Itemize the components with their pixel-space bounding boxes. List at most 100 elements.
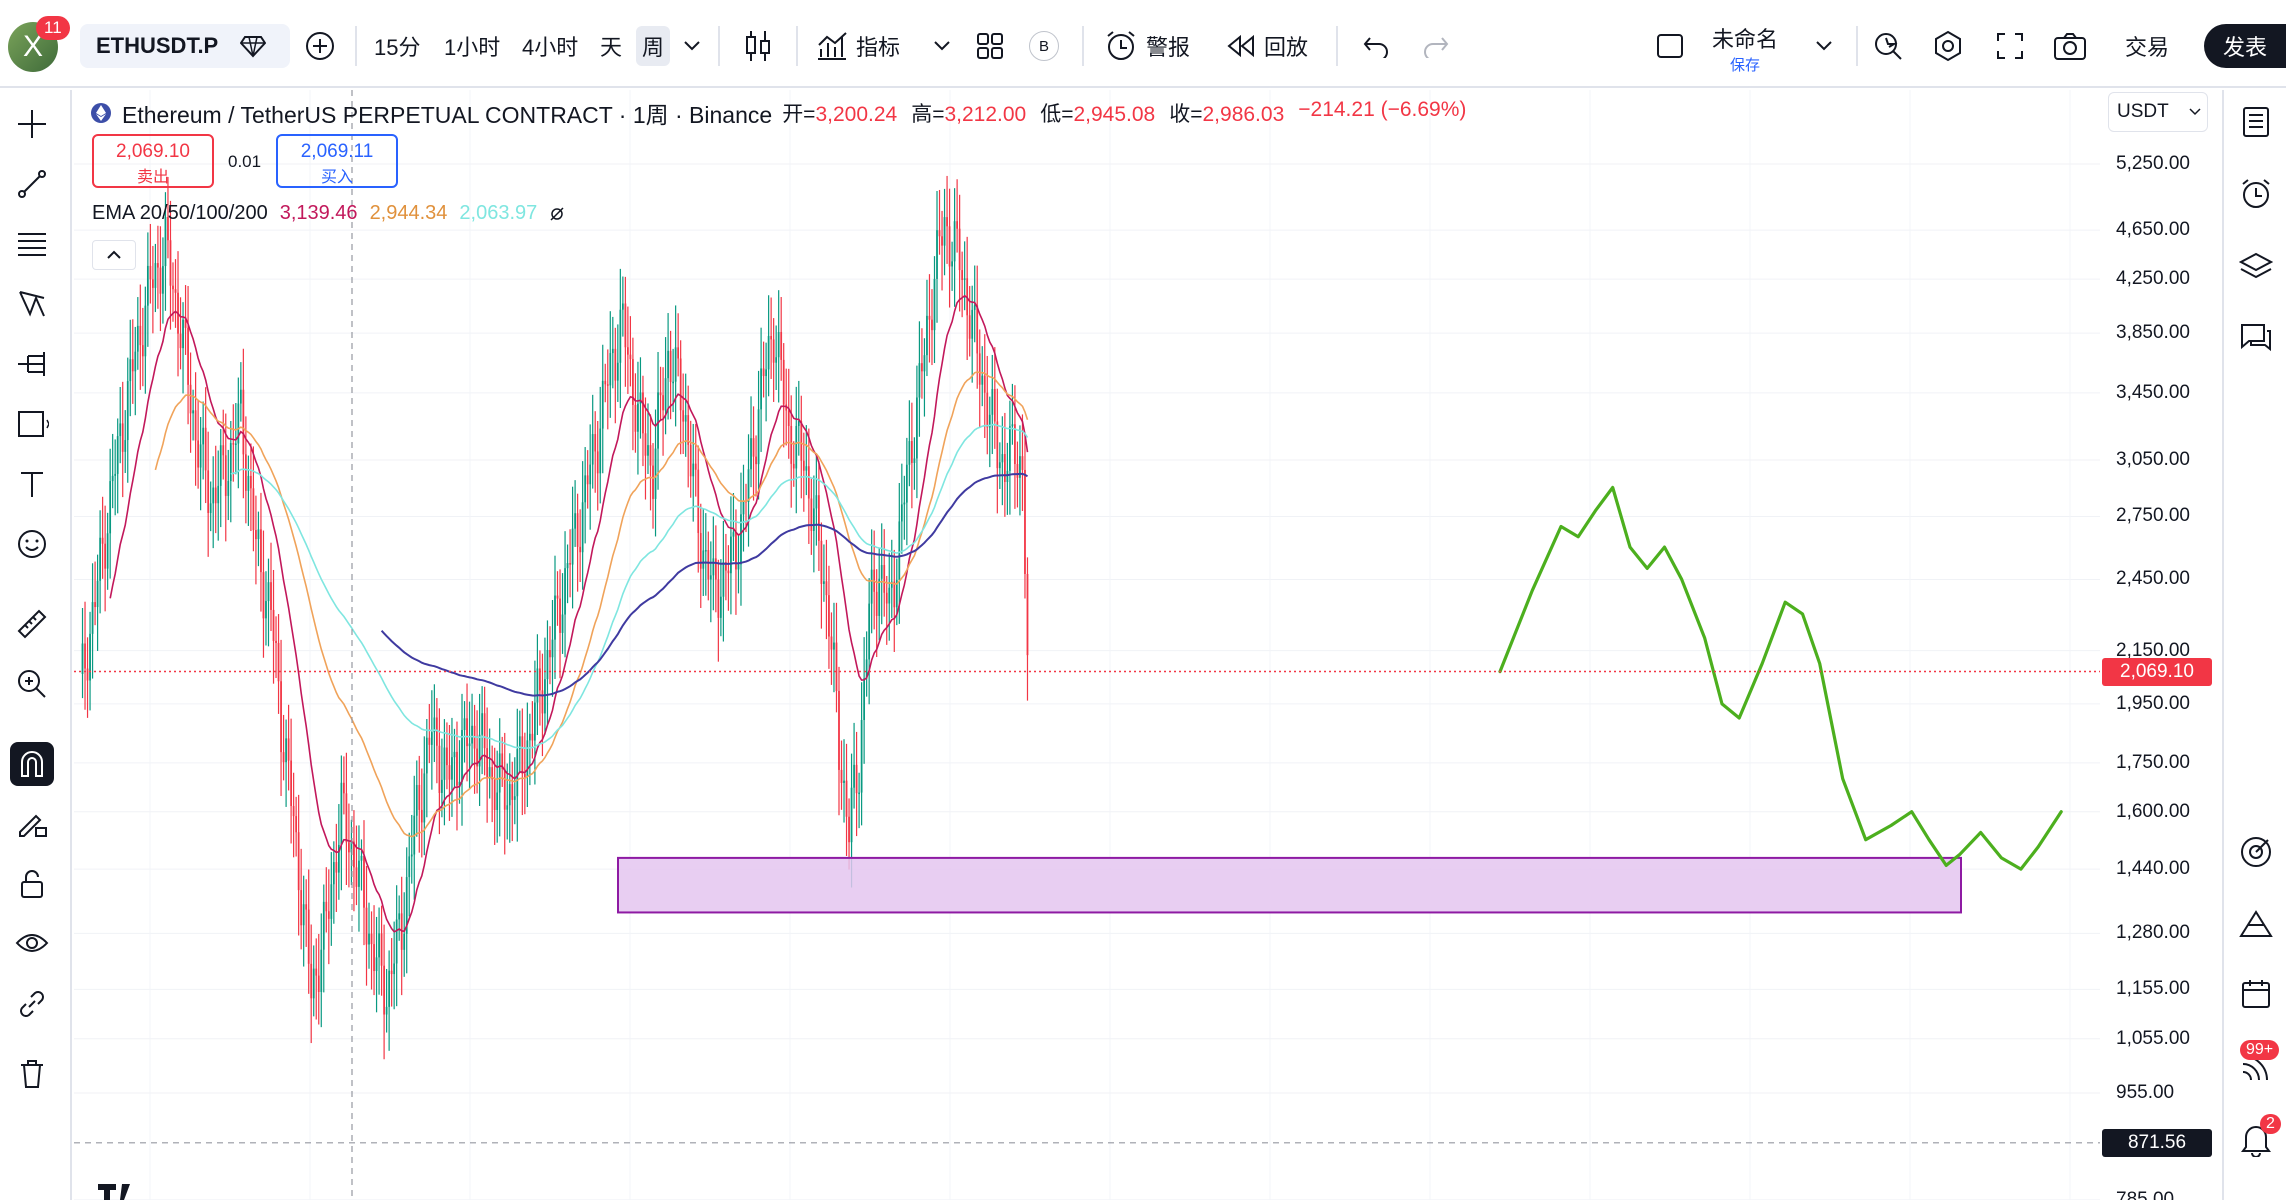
candle-body bbox=[682, 410, 685, 422]
prediction-tool[interactable] bbox=[10, 342, 54, 386]
fib-tool[interactable] bbox=[10, 222, 54, 266]
projection-path bbox=[1498, 485, 2063, 871]
indicators-button[interactable]: 指标 bbox=[816, 26, 900, 66]
ruler-tool[interactable] bbox=[10, 602, 54, 646]
object-tree-button[interactable] bbox=[2234, 244, 2278, 288]
buy-button[interactable]: 2,069.11 买入 bbox=[276, 134, 398, 188]
price-tick-label: 2,150.00 bbox=[2116, 639, 2190, 661]
lock-tool[interactable] bbox=[10, 862, 54, 906]
candle-body bbox=[569, 563, 571, 565]
redo-button[interactable] bbox=[1416, 26, 1456, 66]
chat-button[interactable] bbox=[2234, 316, 2278, 360]
currency-selector[interactable]: USDT bbox=[2108, 92, 2208, 132]
price-tick-label: 1,600.00 bbox=[2116, 800, 2190, 822]
link-tool[interactable] bbox=[10, 982, 54, 1026]
zoom-tool[interactable] bbox=[10, 662, 54, 706]
link-icon bbox=[20, 991, 44, 1017]
b-badge-button[interactable]: B bbox=[1024, 26, 1064, 66]
lock-drawings-tool[interactable] bbox=[10, 802, 54, 846]
ideas-button[interactable] bbox=[2234, 902, 2278, 946]
plus-circle-icon bbox=[306, 32, 334, 60]
indicators-dropdown[interactable] bbox=[922, 26, 962, 66]
candle-body bbox=[918, 363, 921, 398]
interval-dropdown[interactable] bbox=[672, 26, 712, 66]
text-tool[interactable] bbox=[10, 462, 54, 506]
watchlist-button[interactable] bbox=[2234, 100, 2278, 144]
price-chart[interactable] bbox=[74, 90, 2220, 1200]
candle-body bbox=[131, 359, 134, 372]
candle-body bbox=[534, 702, 536, 741]
layout-dropdown[interactable] bbox=[1804, 26, 1844, 66]
candle-body bbox=[943, 217, 946, 246]
emoji-tool[interactable] bbox=[10, 522, 54, 566]
trade-button[interactable]: 交易 bbox=[2125, 26, 2169, 66]
magnet-tool[interactable] bbox=[10, 742, 54, 786]
quick-search-button[interactable] bbox=[1868, 26, 1908, 66]
replay-label: 回放 bbox=[1264, 35, 1309, 60]
candle-body bbox=[780, 332, 783, 360]
crosshair-tool[interactable] bbox=[10, 102, 54, 146]
candle-body bbox=[634, 404, 637, 432]
candle-body bbox=[435, 717, 438, 746]
replay-button[interactable]: 回放 bbox=[1226, 26, 1308, 66]
undo-button[interactable] bbox=[1356, 26, 1396, 66]
crosshair-price-label: 871.56 bbox=[2102, 1128, 2212, 1157]
interval-15m[interactable]: 15分 bbox=[374, 26, 420, 66]
trendline-tool[interactable] bbox=[10, 162, 54, 206]
sell-button[interactable]: 2,069.10 卖出 bbox=[92, 134, 214, 188]
calendar-button[interactable] bbox=[2234, 972, 2278, 1016]
candle-body bbox=[865, 659, 868, 679]
publish-button[interactable]: 发表 bbox=[2204, 24, 2286, 68]
interval-1h[interactable]: 1小时 bbox=[444, 26, 500, 66]
ethereum-logo-icon bbox=[91, 103, 111, 123]
chart-type-button[interactable] bbox=[738, 26, 778, 66]
layout-name-button[interactable]: 未命名 保存 bbox=[1712, 22, 1778, 75]
interval-label: 1小时 bbox=[444, 35, 501, 60]
interval-4h[interactable]: 4小时 bbox=[522, 26, 578, 66]
candle-body bbox=[511, 784, 514, 800]
settings-button[interactable] bbox=[1928, 26, 1968, 66]
candle-body bbox=[843, 780, 845, 783]
chart-pane[interactable] bbox=[74, 90, 2220, 1200]
interval-1w[interactable]: 周 bbox=[636, 26, 671, 66]
broadcast-icon bbox=[2242, 1055, 2268, 1081]
pattern-tool[interactable] bbox=[10, 282, 54, 326]
symbol-search-button[interactable]: ETHUSDT.P bbox=[80, 24, 290, 68]
target-button[interactable] bbox=[2234, 830, 2278, 874]
candle-body bbox=[353, 841, 355, 868]
shape-tool[interactable] bbox=[10, 402, 54, 446]
alert-button[interactable]: 警报 bbox=[1104, 26, 1190, 66]
candle-body bbox=[1019, 456, 1021, 478]
price-tick-label: 1,055.00 bbox=[2116, 1027, 2190, 1049]
notifications-button[interactable] bbox=[2234, 1118, 2278, 1162]
candle-body bbox=[742, 500, 745, 515]
candle-body bbox=[725, 562, 727, 571]
remove-drawings-tool[interactable] bbox=[10, 1052, 54, 1096]
hide-tool[interactable] bbox=[10, 922, 54, 966]
streams-button[interactable] bbox=[2234, 1046, 2278, 1090]
collapse-legend-button[interactable] bbox=[92, 240, 136, 270]
price-scale[interactable]: 5,250.00 4,650.00 4,250.00 3,850.00 3,450.00… bbox=[2100, 140, 2220, 1200]
add-symbol-button[interactable] bbox=[300, 26, 340, 66]
candle-body bbox=[1006, 470, 1009, 483]
alerts-panel-button[interactable] bbox=[2234, 172, 2278, 216]
ema-legend[interactable]: EMA 20/50/100/200 3,139.46 2,944.34 2,06… bbox=[92, 202, 565, 225]
candle-body bbox=[627, 347, 629, 355]
candle-body bbox=[539, 668, 541, 691]
snapshot-button[interactable] bbox=[2050, 26, 2090, 66]
interval-1d[interactable]: 天 bbox=[600, 26, 622, 66]
layout-toggle-button[interactable] bbox=[1650, 26, 1690, 66]
candle-body bbox=[667, 350, 669, 379]
fullscreen-button[interactable] bbox=[1990, 26, 2030, 66]
rectangle-icon bbox=[18, 411, 49, 437]
horizontal-lines-icon bbox=[18, 233, 46, 256]
candle-body bbox=[885, 592, 888, 604]
candle-body bbox=[594, 434, 597, 452]
candle-body bbox=[890, 581, 893, 588]
price-tick-label: 4,650.00 bbox=[2116, 219, 2190, 241]
candle-body bbox=[430, 732, 433, 745]
candle-body bbox=[616, 362, 619, 381]
divider bbox=[355, 26, 357, 66]
calendar-icon bbox=[2242, 980, 2270, 1008]
layouts-button[interactable] bbox=[970, 26, 1010, 66]
